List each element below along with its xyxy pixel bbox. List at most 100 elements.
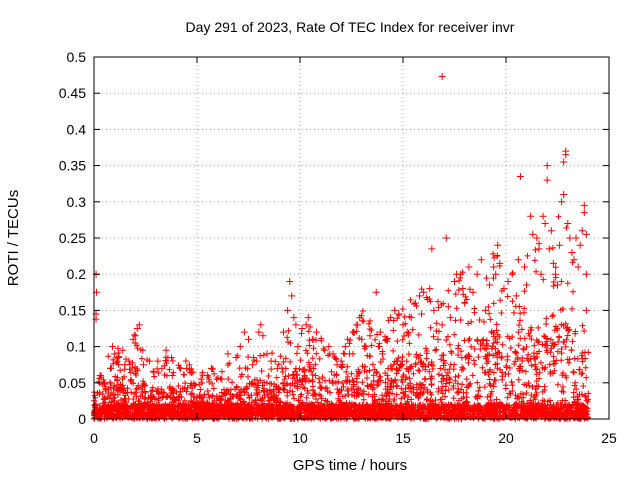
data-point [490,369,497,376]
data-point [535,324,542,331]
data-point [384,372,391,379]
data-point [520,346,527,353]
data-point [309,355,316,362]
data-point [532,386,539,393]
data-point [410,370,417,377]
data-point [398,395,405,402]
data-point [507,415,514,422]
data-point [287,407,294,414]
data-point [293,350,300,357]
data-point [335,415,342,422]
data-point [284,306,292,314]
data-point [517,310,524,317]
data-point [130,380,137,387]
data-point [538,359,545,366]
data-point [483,346,490,353]
data-point [536,408,543,415]
data-point [334,386,341,393]
data-point [428,391,435,398]
data-point [284,334,291,341]
data-point [124,385,131,392]
data-point [260,352,267,359]
data-point [181,385,188,392]
data-point [523,409,530,416]
data-point [554,381,561,388]
x-axis-label: GPS time / hours [293,457,407,474]
data-point [576,366,583,373]
data-point [493,321,500,328]
data-point [316,355,323,362]
data-point [504,293,511,300]
data-point [140,380,147,387]
x-tick-label: 25 [601,430,617,446]
data-point [124,403,131,410]
data-point [339,364,346,371]
data-point [148,395,155,402]
data-point [562,151,570,159]
data-point [399,354,406,361]
data-point [409,326,416,333]
data-point [406,340,413,347]
data-point [254,410,261,417]
data-point [578,371,585,378]
data-point [409,404,416,411]
data-point [177,388,184,395]
y-tick-label: 0.5 [67,49,87,65]
data-point [232,407,239,414]
data-point [528,324,535,331]
data-point [439,372,446,379]
data-point [412,360,419,367]
data-point [339,393,346,400]
data-point [148,413,155,420]
data-point [468,343,475,350]
data-point [416,404,423,411]
data-point [281,387,288,394]
data-point [376,401,383,408]
data-point [498,353,505,360]
data-point [105,404,112,411]
data-point [451,277,458,285]
data-point [344,336,351,343]
data-point [320,345,327,352]
data-point [158,364,166,372]
data-point [364,382,371,389]
data-point [514,354,521,361]
data-point [181,397,188,404]
data-point [438,321,446,329]
data-point [581,327,588,334]
data-point [408,396,415,403]
data-point [321,346,329,354]
data-point [139,361,147,369]
data-point [518,326,525,333]
data-point [422,376,429,383]
data-point [452,291,459,298]
data-point [372,397,379,404]
data-point [329,379,336,386]
data-point [525,379,532,386]
axis-ticks [93,56,610,420]
data-point [390,327,397,334]
data-point [430,333,437,340]
data-point [369,361,376,368]
data-point [494,354,501,361]
data-point [231,414,238,421]
data-point [564,332,571,339]
data-point [463,407,470,414]
data-point [553,357,560,364]
data-point [341,404,348,411]
data-point [438,378,445,385]
data-point [185,401,192,408]
data-point [307,323,314,330]
data-point [477,341,484,348]
x-tick-label: 5 [193,430,201,446]
data-point [550,312,557,319]
data-point [134,345,141,352]
data-point [423,348,430,355]
data-point [405,394,412,401]
data-point [391,396,398,403]
data-point [542,342,549,349]
data-point [465,320,472,327]
data-point [430,306,438,314]
data-point [298,325,306,332]
data-point [415,367,422,374]
